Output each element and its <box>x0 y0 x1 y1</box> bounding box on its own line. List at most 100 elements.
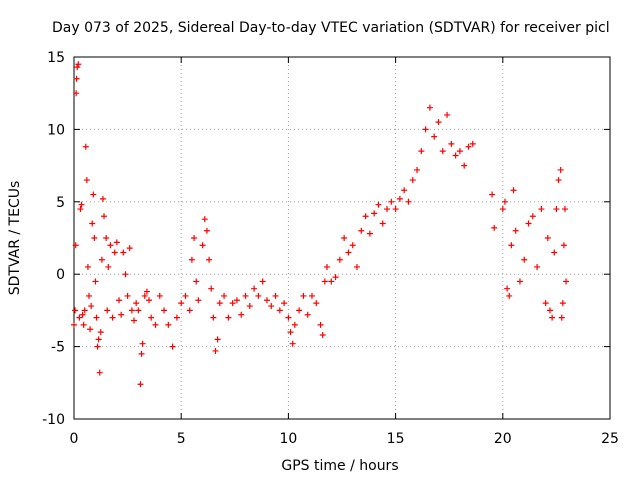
data-point <box>469 140 476 147</box>
data-point <box>313 300 320 307</box>
data-point <box>101 213 108 220</box>
data-point <box>525 220 532 227</box>
data-point <box>82 143 89 150</box>
data-point <box>444 111 451 118</box>
data-point <box>233 297 240 304</box>
data-point <box>208 285 215 292</box>
data-point <box>506 292 513 299</box>
x-axis-label: GPS time / hours <box>281 458 398 474</box>
data-point <box>366 230 373 237</box>
data-point <box>109 314 116 321</box>
data-point <box>276 307 283 314</box>
data-point <box>431 133 438 140</box>
data-point <box>375 201 382 208</box>
data-point <box>439 148 446 155</box>
data-point <box>182 292 189 299</box>
data-point <box>161 307 168 314</box>
data-point <box>563 278 570 285</box>
data-point <box>93 314 100 321</box>
data-point <box>169 343 176 350</box>
data-point <box>188 256 195 263</box>
data-point <box>555 177 562 184</box>
data-point <box>405 198 412 205</box>
data-point <box>272 292 279 299</box>
data-point <box>319 332 326 339</box>
y-tick-label: -10 <box>42 412 65 428</box>
data-point <box>304 311 311 318</box>
data-points <box>71 61 570 388</box>
data-point <box>287 329 294 336</box>
data-point <box>201 216 208 223</box>
data-point <box>401 187 408 194</box>
data-point <box>251 285 258 292</box>
data-point <box>285 314 292 321</box>
data-point <box>138 350 145 357</box>
plot-frame <box>73 56 611 420</box>
data-point <box>206 256 213 263</box>
data-point <box>544 235 551 241</box>
data-point <box>559 300 566 307</box>
data-point <box>90 191 97 198</box>
data-point <box>418 148 425 155</box>
data-point <box>553 206 560 213</box>
data-point <box>561 206 568 213</box>
data-point <box>529 213 536 220</box>
data-point <box>173 314 180 321</box>
data-point <box>128 307 135 314</box>
x-tick-label: 25 <box>601 431 619 447</box>
y-axis-label: SDTVAR / TECUs <box>7 181 23 296</box>
data-point <box>289 340 296 347</box>
data-point <box>308 292 315 299</box>
x-tick-label: 20 <box>494 431 512 447</box>
data-point <box>516 278 523 285</box>
data-point <box>118 311 125 318</box>
data-point <box>392 206 399 213</box>
data-point <box>242 292 249 299</box>
data-point <box>461 162 468 169</box>
x-tick-label: 0 <box>70 431 79 447</box>
data-point <box>512 227 519 234</box>
data-point <box>178 300 185 307</box>
axis-ticks <box>73 56 611 420</box>
data-point <box>246 303 253 310</box>
data-point <box>321 278 328 285</box>
data-point <box>323 263 330 270</box>
data-point <box>95 336 102 343</box>
data-point <box>89 220 96 227</box>
data-point <box>137 381 144 388</box>
data-point <box>379 220 386 227</box>
data-point <box>212 347 219 354</box>
data-point <box>96 369 103 376</box>
data-point <box>259 278 266 285</box>
data-point <box>255 292 262 299</box>
data-point <box>98 256 105 263</box>
y-tick-label: 10 <box>47 122 65 138</box>
data-point <box>300 292 307 299</box>
data-point <box>465 143 472 150</box>
data-point <box>87 326 94 333</box>
data-point <box>77 206 84 213</box>
data-point <box>84 263 91 270</box>
data-point <box>81 307 88 314</box>
data-point <box>221 292 228 299</box>
data-point <box>551 249 558 256</box>
data-point <box>122 271 129 278</box>
data-point <box>281 300 288 307</box>
data-point <box>210 314 217 321</box>
data-point <box>456 148 463 155</box>
data-point <box>143 288 150 295</box>
y-tick-label: 5 <box>56 195 65 211</box>
data-point <box>534 263 541 270</box>
data-point <box>349 242 356 249</box>
data-point <box>291 321 298 328</box>
data-point <box>448 140 455 147</box>
data-point <box>504 285 511 292</box>
data-point <box>135 307 142 314</box>
data-point <box>193 278 200 285</box>
data-point <box>72 242 79 249</box>
data-point <box>546 307 553 314</box>
data-point <box>549 314 556 321</box>
data-point <box>354 263 361 270</box>
data-point <box>371 210 378 217</box>
